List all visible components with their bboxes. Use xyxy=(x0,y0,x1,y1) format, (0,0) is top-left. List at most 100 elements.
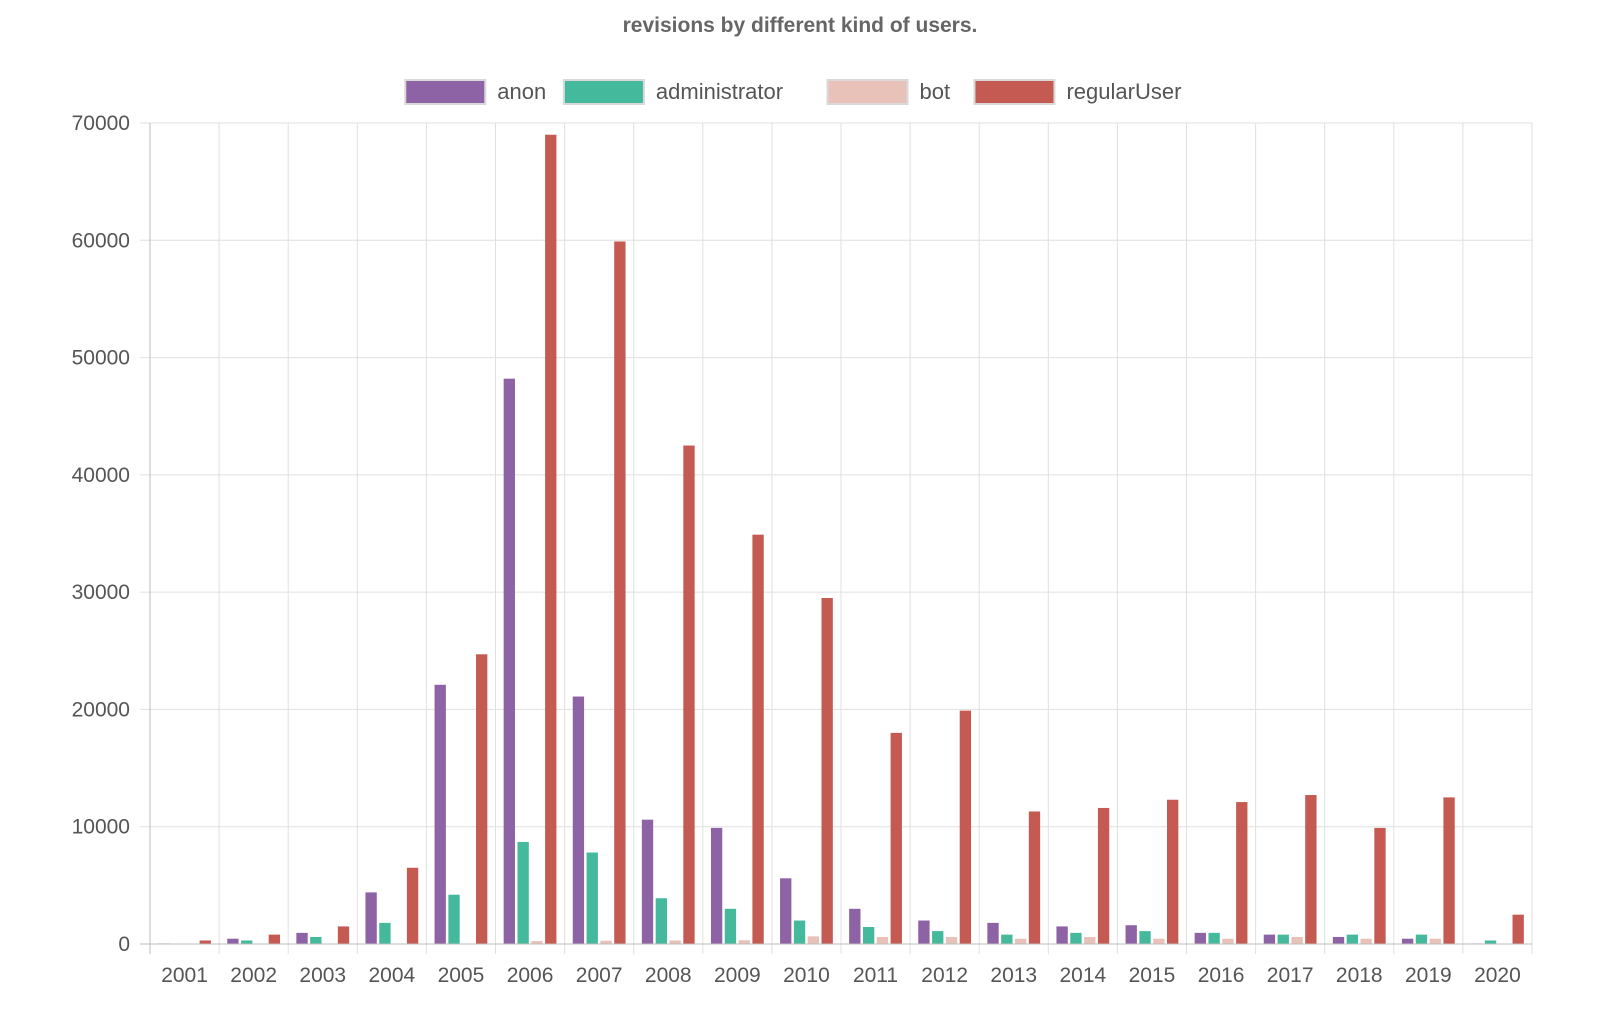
bar-anon-2019 xyxy=(1401,938,1414,944)
bar-bot-2016 xyxy=(1222,938,1234,944)
bar-administrator-2014 xyxy=(1070,932,1082,944)
bar-administrator-2009 xyxy=(724,908,737,944)
bar-administrator-2003 xyxy=(310,936,322,944)
bar-administrator-2007 xyxy=(586,852,598,944)
bar-bot-2009 xyxy=(738,940,750,944)
bar-regularUser-2014 xyxy=(1097,807,1110,944)
bar-regularUser-2015 xyxy=(1167,799,1179,944)
bar-anon-2015 xyxy=(1125,925,1137,944)
bar-bot-2017 xyxy=(1291,936,1303,944)
bar-bot-2010 xyxy=(807,936,820,944)
x-tick-label: 2012 xyxy=(921,964,968,987)
bar-regularUser-2003 xyxy=(337,926,350,944)
bar-anon-2009 xyxy=(710,827,723,944)
bar-administrator-2006 xyxy=(517,841,529,944)
bar-regularUser-2005 xyxy=(476,654,488,944)
bar-regularUser-2006 xyxy=(545,134,557,945)
bar-administrator-2020 xyxy=(1484,940,1497,944)
bar-administrator-2004 xyxy=(379,922,391,944)
y-tick-label: 20000 xyxy=(72,698,130,721)
legend-label: anon xyxy=(497,79,546,104)
legend: anon administrator bot regularUser xyxy=(404,79,1181,105)
bars xyxy=(158,134,1524,945)
x-tick-label: 2002 xyxy=(230,964,277,987)
x-tick-label: 2013 xyxy=(990,964,1037,987)
x-tick-label: 2015 xyxy=(1129,964,1176,987)
y-tick-label: 70000 xyxy=(72,112,130,135)
bar-regularUser-2020 xyxy=(1512,914,1524,944)
x-tick-label: 2003 xyxy=(299,964,346,987)
bar-bot-2008 xyxy=(669,940,681,944)
legend-swatch xyxy=(404,79,487,105)
bar-anon-2014 xyxy=(1056,926,1068,944)
bar-anon-2005 xyxy=(434,684,446,944)
bar-anon-2004 xyxy=(365,892,377,944)
bar-bot-2019 xyxy=(1429,938,1441,944)
bar-anon-2002 xyxy=(227,938,239,944)
bar-anon-2006 xyxy=(503,378,515,944)
bar-administrator-2010 xyxy=(793,920,806,944)
bar-administrator-2018 xyxy=(1346,934,1358,944)
y-tick-label: 40000 xyxy=(72,464,130,487)
legend-item-regularUser[interactable]: regularUser xyxy=(973,79,1181,105)
bar-bot-2012 xyxy=(945,936,958,944)
bar-administrator-2008 xyxy=(655,898,667,944)
bar-regularUser-2004 xyxy=(406,867,419,944)
bar-anon-2003 xyxy=(296,932,308,944)
bar-regularUser-2011 xyxy=(890,732,902,944)
legend-swatch xyxy=(562,79,645,105)
x-tick-label: 2018 xyxy=(1336,964,1383,987)
x-tick-label: 2014 xyxy=(1059,964,1106,987)
x-tick-label: 2005 xyxy=(438,964,485,987)
bar-bot-2007 xyxy=(600,940,612,944)
x-tick-label: 2001 xyxy=(161,964,208,987)
x-tick-label: 2011 xyxy=(853,964,898,987)
legend-label: administrator xyxy=(656,79,783,104)
legend-item-anon[interactable]: anon xyxy=(404,79,546,105)
bar-bot-2018 xyxy=(1360,938,1372,944)
bar-anon-2010 xyxy=(780,878,792,944)
legend-swatch xyxy=(973,79,1056,105)
legend-label: bot xyxy=(919,79,950,104)
bar-regularUser-2002 xyxy=(268,934,281,944)
bar-bot-2006 xyxy=(531,941,543,944)
x-tick-label: 2020 xyxy=(1474,964,1521,987)
bar-anon-2018 xyxy=(1332,936,1345,944)
legend-item-administrator[interactable]: administrator xyxy=(562,79,783,105)
bar-administrator-2011 xyxy=(862,926,875,944)
y-tick-label: 0 xyxy=(118,933,130,956)
bar-regularUser-2016 xyxy=(1236,802,1248,944)
bar-bot-2011 xyxy=(876,936,889,944)
y-tick-label: 60000 xyxy=(72,229,130,252)
bar-regularUser-2019 xyxy=(1443,797,1455,944)
bar-regularUser-2017 xyxy=(1305,795,1317,944)
legend-item-bot[interactable]: bot xyxy=(826,79,950,105)
x-tick-label: 2019 xyxy=(1405,964,1452,987)
x-tick-label: 2004 xyxy=(368,964,415,987)
x-tick-label: 2009 xyxy=(714,964,761,987)
bar-administrator-2013 xyxy=(1001,934,1013,944)
bar-regularUser-2001 xyxy=(199,940,211,944)
bar-administrator-2017 xyxy=(1277,934,1289,944)
bar-administrator-2016 xyxy=(1208,932,1220,944)
bar-regularUser-2008 xyxy=(683,445,695,944)
bar-anon-2016 xyxy=(1194,932,1206,944)
x-tick-label: 2008 xyxy=(645,964,692,987)
chart-title: revisions by different kind of users. xyxy=(623,14,978,37)
bar-bot-2013 xyxy=(1014,938,1027,944)
bar-regularUser-2018 xyxy=(1374,827,1386,944)
x-tick-label: 2016 xyxy=(1198,964,1245,987)
bar-administrator-2019 xyxy=(1415,934,1428,944)
bar-regularUser-2007 xyxy=(614,241,626,944)
bar-administrator-2002 xyxy=(241,940,253,944)
x-tick-label: 2006 xyxy=(507,964,554,987)
legend-label: regularUser xyxy=(1066,79,1181,104)
bar-regularUser-2009 xyxy=(752,534,764,944)
bar-regularUser-2010 xyxy=(821,598,833,944)
bar-anon-2008 xyxy=(641,819,654,944)
x-tick-label: 2007 xyxy=(576,964,623,987)
bar-anon-2017 xyxy=(1263,934,1276,944)
bar-bot-2014 xyxy=(1084,936,1096,944)
